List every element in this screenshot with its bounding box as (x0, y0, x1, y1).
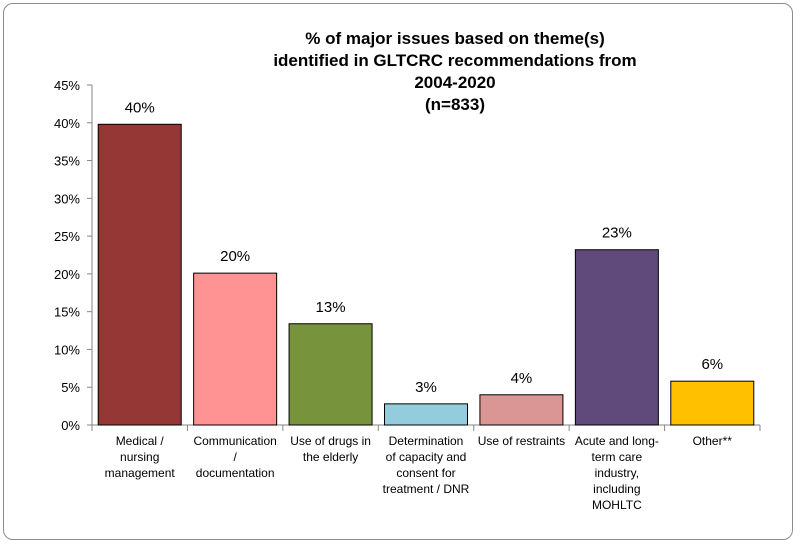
x-tick-label: Acute and long-term care industry, includi… (570, 433, 664, 513)
x-tick-label-line: MOHLTC (591, 498, 642, 512)
x-tick-label-line: Acute and long- (574, 434, 659, 448)
x-tick-label-line: of capacity and (385, 450, 467, 464)
chart-title: % of major issues based on theme(s) iden… (230, 28, 680, 116)
chart-title-line: % of major issues based on theme(s) (305, 29, 605, 48)
x-tick-label-line: Communication (193, 434, 277, 448)
x-tick-label: Medical / nursing management (93, 433, 187, 481)
bar (97, 123, 182, 426)
x-tick-label-line: Other** (692, 434, 732, 448)
bar (193, 272, 278, 426)
data-label: 20% (220, 248, 250, 265)
x-tick-label-line: the elderly (302, 450, 359, 464)
x-tick-label-line: / (233, 450, 237, 464)
x-tick-label: Other** (665, 433, 759, 449)
x-tick-label-line: Use of drugs in (290, 434, 371, 448)
y-tick-label: 15% (54, 305, 80, 320)
bar (384, 403, 468, 426)
x-tick-label-line: Use of restraints (477, 434, 566, 448)
x-tick-label-line: nursing (120, 450, 160, 464)
y-tick-label: 5% (61, 380, 80, 395)
y-tick-label: 10% (54, 342, 80, 357)
bar (670, 380, 755, 426)
data-label: 23% (602, 225, 632, 242)
x-tick-label-line: industry, (594, 466, 640, 480)
y-tick-label: 30% (54, 191, 80, 206)
x-tick-label: Use of drugs in the elderly (284, 433, 378, 465)
x-tick-label-line: treatment / DNR (382, 482, 470, 496)
data-label: 40% (125, 99, 155, 116)
data-label: 3% (415, 379, 437, 396)
x-tick-label: Determination of capacity and consent for t… (379, 433, 473, 497)
chart-title-line: identified in GLTCRC recommendations fro… (273, 51, 637, 70)
data-label: 6% (701, 356, 723, 373)
x-tick-label-line: term care (591, 450, 643, 464)
y-tick-label: 25% (54, 229, 80, 244)
x-tick-label-line: management (104, 466, 175, 480)
bar (288, 323, 373, 426)
data-label: 13% (316, 299, 346, 316)
x-tick-label: Communication / documentation (188, 433, 282, 481)
x-tick-label-line: Determination (388, 434, 464, 448)
chart-title-line: (n=833) (425, 95, 485, 114)
x-tick-label-line: documentation (195, 466, 275, 480)
y-tick-label: 20% (54, 267, 80, 282)
y-tick-label: 45% (54, 78, 80, 93)
y-tick-label: 35% (54, 154, 80, 169)
x-tick-label-line: consent for (396, 466, 456, 480)
y-tick-label: 0% (61, 418, 80, 433)
bar (574, 249, 659, 426)
bar (479, 394, 564, 426)
x-tick-label-line: Medical / (115, 434, 164, 448)
x-tick-label-line: including (593, 482, 641, 496)
data-label: 4% (511, 370, 533, 387)
x-tick-label: Use of restraints (474, 433, 568, 449)
y-tick-label: 40% (54, 116, 80, 131)
chart-title-line: 2004-2020 (414, 73, 496, 92)
